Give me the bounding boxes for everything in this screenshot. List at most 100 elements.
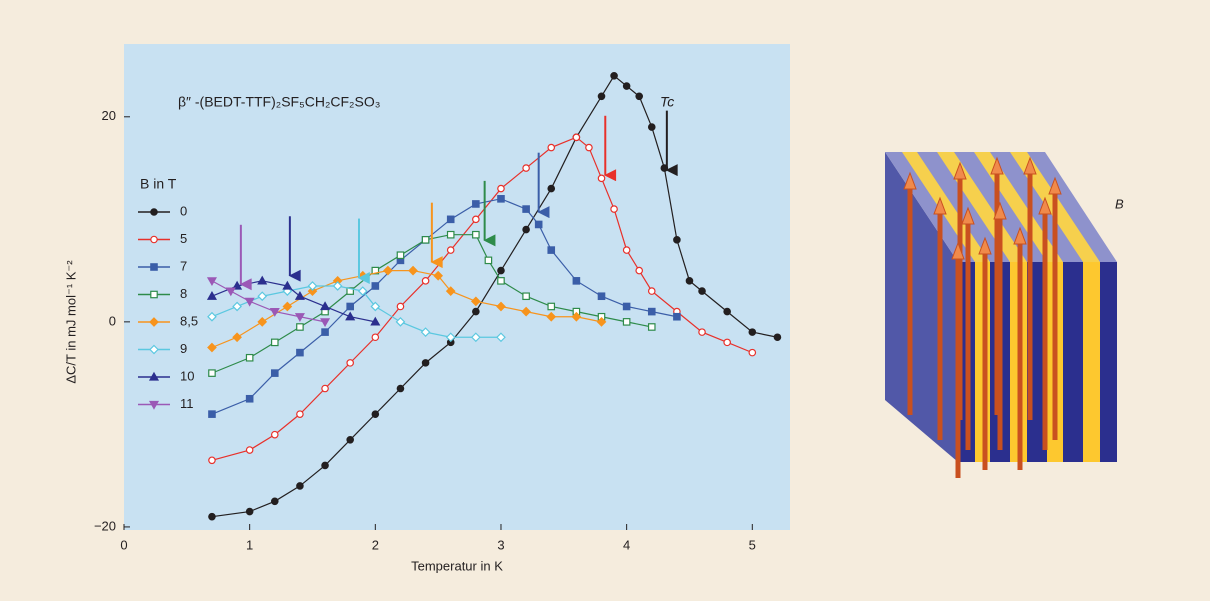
data-point (270, 338, 279, 347)
data-point (346, 435, 354, 444)
data-point (522, 292, 530, 301)
data-point (497, 184, 505, 193)
data-point (257, 317, 268, 327)
data-point (257, 291, 268, 302)
data-point (723, 338, 731, 347)
legend-label: 11 (180, 396, 194, 411)
flux-head (961, 206, 975, 225)
data-point (497, 266, 505, 275)
data-point (332, 281, 343, 291)
legend-label: 8 (180, 286, 187, 301)
data-point (321, 461, 329, 470)
data-point (497, 195, 505, 203)
data-point (370, 301, 381, 312)
data-point (345, 311, 356, 321)
data-point (346, 359, 354, 367)
legend-marker (149, 317, 159, 327)
data-point (596, 317, 607, 327)
data-point (597, 174, 606, 183)
data-point (371, 266, 380, 275)
data-point (673, 312, 681, 321)
data-point (395, 317, 406, 327)
data-point (232, 332, 242, 343)
data-point (446, 215, 455, 224)
data-point (296, 348, 304, 357)
data-point (698, 287, 706, 295)
flux-head (990, 156, 1004, 175)
data-point (269, 308, 280, 317)
data-point (597, 92, 606, 101)
data-point (446, 230, 455, 239)
data-point (371, 410, 380, 418)
data-point (296, 323, 304, 331)
data-point (522, 225, 530, 234)
y-axis-label: ΔC/T in mJ mol⁻¹ K⁻² (63, 260, 78, 384)
data-point (445, 286, 456, 296)
data-point (296, 482, 304, 490)
legend-label: 8,5 (180, 313, 198, 328)
data-point (572, 133, 581, 142)
series-7 (206, 277, 331, 328)
data-point (585, 143, 593, 152)
data-point (622, 82, 631, 90)
series-0 (208, 71, 782, 521)
flux-head (953, 161, 967, 180)
data-point (472, 215, 480, 224)
flux-head (951, 241, 965, 260)
data-point (370, 316, 381, 326)
flux-head (1048, 176, 1062, 195)
data-point (307, 286, 318, 296)
legend-marker (148, 400, 160, 410)
tc-label: Tc (660, 94, 674, 110)
y-tick-label: 0 (109, 313, 116, 328)
data-point (207, 342, 217, 353)
y-tick-label: −20 (94, 518, 116, 533)
data-point (371, 333, 380, 342)
data-point (307, 281, 318, 291)
data-point (471, 296, 481, 307)
plot-content (206, 71, 782, 521)
data-point (270, 430, 279, 439)
data-point (294, 291, 305, 300)
legend-marker (148, 371, 160, 381)
flux-head (978, 236, 992, 255)
series-1 (208, 133, 757, 465)
data-point (547, 302, 556, 311)
series-6 (206, 275, 381, 326)
y-tick-label: 20 (102, 108, 116, 123)
data-point (635, 266, 644, 275)
data-point (320, 318, 331, 328)
legend-marker (150, 290, 158, 299)
flux-arrows (903, 156, 1062, 478)
data-point (245, 394, 254, 403)
data-point (522, 164, 530, 172)
data-point (610, 205, 618, 213)
data-point (232, 301, 242, 312)
data-point (320, 301, 331, 311)
x-axis-label: Temperatur in K (411, 558, 503, 573)
data-point (383, 265, 393, 276)
data-point (396, 251, 405, 260)
data-point (773, 333, 782, 342)
flux-head (993, 201, 1007, 220)
data-point (534, 220, 543, 229)
data-point (647, 323, 656, 331)
data-point (208, 369, 216, 377)
legend-label: 10 (180, 368, 194, 383)
data-point (497, 277, 505, 285)
data-point (294, 313, 305, 322)
legend-marker (150, 263, 158, 271)
data-point (622, 246, 631, 254)
data-point (622, 302, 631, 311)
data-point (521, 306, 531, 317)
x-tick-label: 5 (749, 537, 756, 552)
data-point (208, 456, 216, 465)
field-label: B (1115, 196, 1124, 211)
data-point (472, 307, 480, 316)
data-point (282, 280, 293, 290)
data-point (547, 143, 556, 152)
data-point (496, 332, 506, 343)
data-point (597, 292, 606, 301)
x-tick-label: 4 (623, 537, 630, 552)
